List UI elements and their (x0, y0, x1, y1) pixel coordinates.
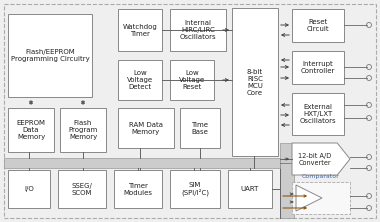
Text: 8-bit
RISC
MCU
Core: 8-bit RISC MCU Core (247, 69, 263, 95)
Bar (8, 170, 50, 208)
Text: 12-bit A/D
Converter: 12-bit A/D Converter (298, 153, 331, 165)
Text: RAM Data
Memory: RAM Data Memory (129, 121, 163, 135)
Text: Watchdog
Timer: Watchdog Timer (123, 24, 157, 36)
Bar (280, 143, 294, 218)
Text: EEPROM
Data
Memory: EEPROM Data Memory (16, 120, 46, 140)
Bar (4, 158, 280, 168)
Text: Reset
Circuit: Reset Circuit (307, 19, 329, 32)
Bar (118, 9, 162, 51)
Text: Interrupt
Controller: Interrupt Controller (301, 61, 335, 74)
Bar (170, 60, 214, 100)
Text: I/O: I/O (24, 186, 34, 192)
Bar (118, 108, 174, 148)
Text: SSEG/
SCOM: SSEG/ SCOM (71, 182, 92, 196)
Bar (118, 60, 162, 100)
Text: Time
Base: Time Base (192, 121, 209, 135)
Bar (170, 9, 226, 51)
Polygon shape (292, 143, 350, 175)
Text: UART: UART (241, 186, 259, 192)
Text: Flash/EEPROM
Programming Circuitry: Flash/EEPROM Programming Circuitry (11, 49, 89, 62)
Text: Flash
Program
Memory: Flash Program Memory (68, 120, 98, 140)
Text: Comparator: Comparator (302, 174, 340, 179)
Bar (114, 170, 162, 208)
Bar (228, 170, 272, 208)
Bar (232, 8, 278, 156)
Bar (292, 182, 350, 214)
Bar (60, 108, 106, 152)
Bar (292, 51, 344, 84)
Text: Internal
HIRC/LIRC
Oscillators: Internal HIRC/LIRC Oscillators (180, 20, 216, 40)
Bar (8, 14, 92, 97)
Text: Timer
Modules: Timer Modules (124, 182, 152, 196)
Bar (58, 170, 106, 208)
Bar (292, 93, 344, 135)
Text: Low
Voltage
Reset: Low Voltage Reset (179, 70, 205, 90)
Polygon shape (296, 185, 322, 211)
Text: Low
Voltage
Detect: Low Voltage Detect (127, 70, 153, 90)
Bar (8, 108, 54, 152)
Bar (292, 9, 344, 42)
Bar (170, 170, 220, 208)
Bar (180, 108, 220, 148)
Text: SIM
(SPI/I²C): SIM (SPI/I²C) (181, 182, 209, 196)
Text: External
HXT/LXT
Oscillators: External HXT/LXT Oscillators (300, 104, 336, 124)
